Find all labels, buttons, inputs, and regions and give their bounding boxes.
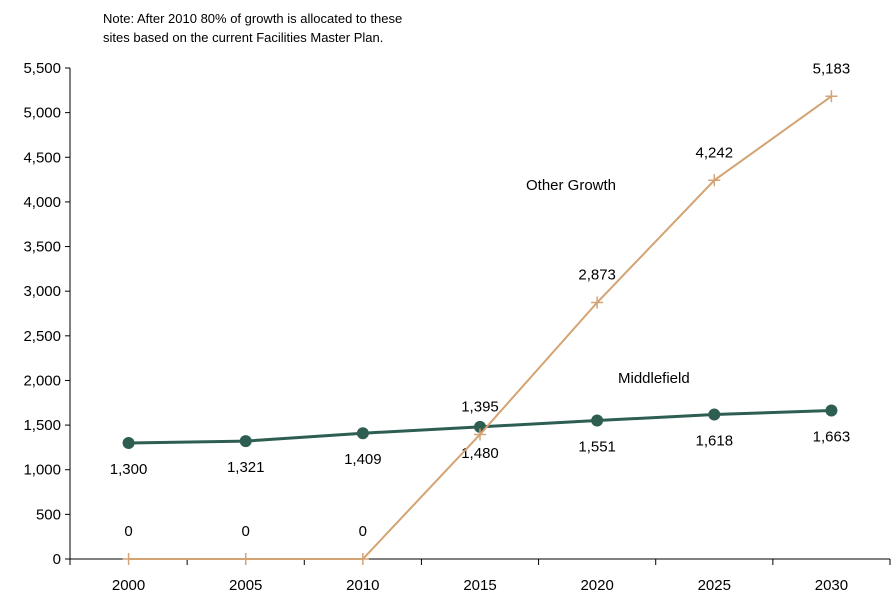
y-tick-label: 5,500 [23,60,61,77]
y-tick-label: 500 [36,506,61,523]
data-point [356,427,369,440]
data-label: 1,409 [344,451,382,468]
y-tick-label: 3,000 [23,283,61,300]
data-point [708,174,721,187]
y-tick-label: 1,000 [23,462,61,479]
data-label: 2,873 [578,267,616,284]
data-point [122,436,135,449]
data-label: 1,395 [461,398,499,415]
data-label: 1,551 [578,439,616,456]
data-label: 0 [359,523,367,540]
x-tick-label: 2010 [346,577,379,594]
data-point [591,296,604,309]
series-line-other-growth [128,95,833,560]
x-tick-label: 2025 [698,577,731,594]
data-label: 4,242 [696,144,734,161]
data-point [239,553,252,565]
data-label: 1,300 [110,461,148,478]
data-point [708,408,721,421]
series-name-middlefield: Middlefield [618,370,690,387]
data-point [825,404,838,417]
data-point [591,414,604,427]
chart-note-line-1: Note: After 2010 80% of growth is alloca… [103,11,403,26]
x-tick-label: 2020 [580,577,613,594]
chart-note-line-2: sites based on the current Facilities Ma… [103,30,384,45]
x-tick-label: 2030 [815,577,848,594]
data-point [474,428,486,441]
data-label: 1,663 [813,429,851,446]
data-point [239,435,252,448]
data-label: 1,618 [696,433,734,450]
y-tick-label: 1,500 [23,417,61,434]
series-name-other-growth: Other Growth [526,177,616,194]
y-tick-label: 3,500 [23,239,61,256]
x-tick-label: 2000 [112,577,145,594]
y-tick-label: 2,000 [23,372,61,389]
x-tick-label: 2015 [463,577,496,594]
data-label: 1,321 [227,459,265,476]
data-label: 0 [124,523,132,540]
x-tick-label: 2005 [229,577,262,594]
data-label: 1,480 [461,445,499,462]
data-point [825,90,838,103]
y-tick-label: 2,500 [23,328,61,345]
y-tick-label: 0 [53,551,61,568]
data-label: 5,183 [813,60,851,77]
chart-note: Note: After 2010 80% of growth is alloca… [103,9,543,47]
data-point [122,553,135,565]
y-tick-label: 4,500 [23,149,61,166]
data-point [356,553,369,565]
y-tick-label: 4,000 [23,194,61,211]
data-label: 0 [242,523,250,540]
y-tick-label: 5,000 [23,105,61,122]
